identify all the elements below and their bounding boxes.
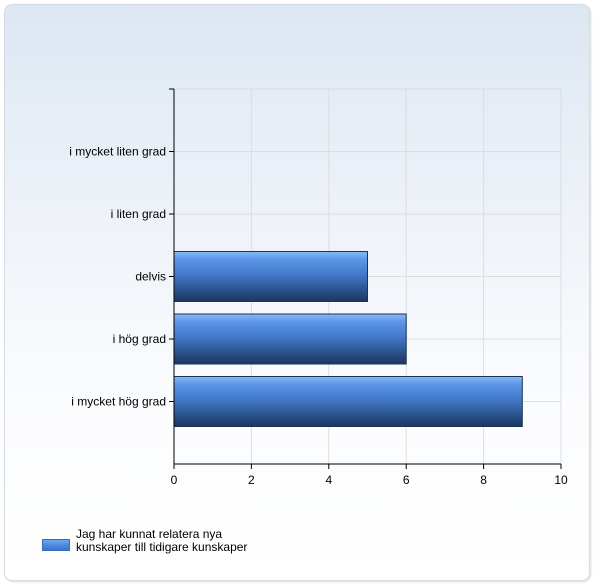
x-tick-label: 2	[248, 473, 255, 487]
bar-3	[173, 313, 407, 365]
x-tick-label: 0	[171, 473, 178, 487]
legend-swatch	[42, 539, 70, 551]
x-tick-label: 4	[325, 473, 332, 487]
x-tick-label: 8	[480, 473, 487, 487]
legend-label-line2: kunskaper till tidigare kunskaper	[76, 540, 248, 554]
legend: Jag har kunnat relatera nya kunskaper ti…	[42, 528, 316, 554]
x-tick-label: 10	[554, 473, 568, 487]
labels-layer: 0 2 4 6 8 10 i mycket liten grad i liten grad de…	[69, 145, 568, 488]
category-label: i hög grad	[113, 332, 166, 346]
legend-label: Jag har kunnat relatera nya kunskaper ti…	[76, 528, 316, 554]
axes-layer	[169, 88, 562, 469]
category-label: i mycket hög grad	[71, 395, 166, 409]
bar-2	[173, 251, 368, 302]
category-label: delvis	[135, 270, 166, 284]
bar-4	[173, 376, 523, 427]
category-label: i mycket liten grad	[69, 145, 166, 159]
x-tick-label: 6	[403, 473, 410, 487]
legend-label-line1: Jag har kunnat relatera nya	[76, 527, 223, 541]
category-label: i liten grad	[111, 207, 166, 221]
